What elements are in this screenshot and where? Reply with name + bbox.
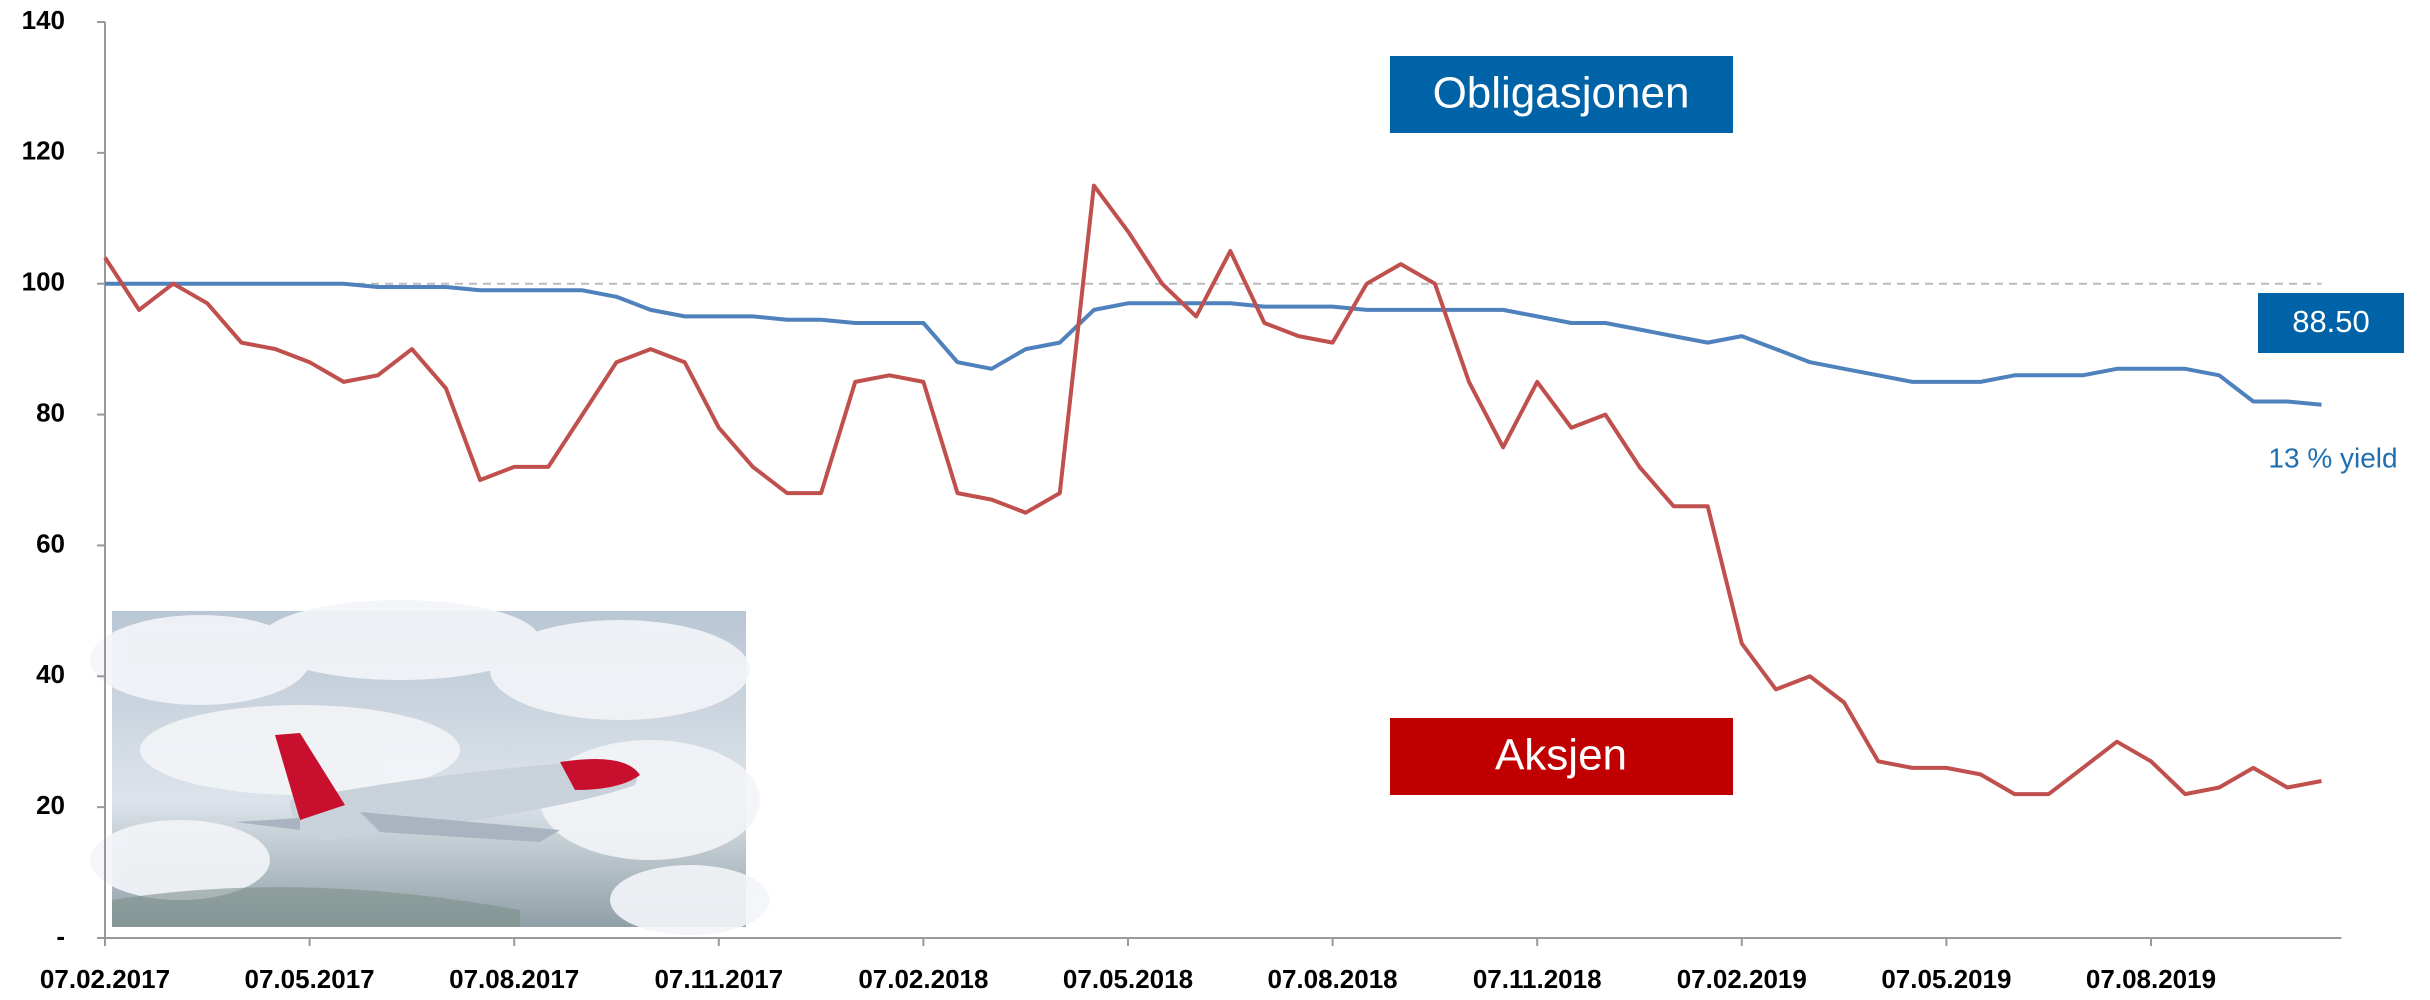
- y-tick-label: 140: [22, 5, 65, 35]
- x-tick-label: 07.05.2019: [1881, 964, 2011, 994]
- value-annotation: 88.50: [2292, 304, 2370, 339]
- x-tick-label: 07.02.2018: [858, 964, 988, 994]
- x-tick-label: 07.08.2019: [2086, 964, 2216, 994]
- series-line: [105, 284, 2322, 405]
- plane-photo: [90, 600, 770, 935]
- y-tick-label: 40: [36, 659, 65, 689]
- y-tick-label: 80: [36, 397, 65, 427]
- y-tick-label: 20: [36, 790, 65, 820]
- y-tick-label: -: [56, 921, 65, 951]
- x-tick-label: 07.11.2018: [1473, 964, 1602, 994]
- x-tick-label: 07.02.2017: [40, 964, 170, 994]
- chart: - 20 40 60 80 100 120 140 07.02.2017 07.05.2017 07…: [0, 0, 2430, 995]
- x-tick-label: 07.05.2017: [245, 964, 375, 994]
- x-tick-label: 07.02.2019: [1677, 964, 1807, 994]
- x-tick-label: 07.11.2017: [654, 964, 783, 994]
- y-tick-label: 100: [22, 267, 65, 297]
- yield-annotation: 13 % yield: [2268, 442, 2397, 473]
- y-tick-label: 60: [36, 528, 65, 558]
- x-tick-label: 07.05.2018: [1063, 964, 1193, 994]
- page: {"chart_data": { "type": "line", "catego…: [0, 0, 2430, 995]
- legend-label: Aksjen: [1495, 731, 1627, 780]
- x-tick-label: 07.08.2018: [1268, 964, 1398, 994]
- y-tick-label: 120: [22, 136, 65, 166]
- legend-label: Obligasjonen: [1433, 69, 1690, 118]
- x-tick-label: 07.08.2017: [449, 964, 579, 994]
